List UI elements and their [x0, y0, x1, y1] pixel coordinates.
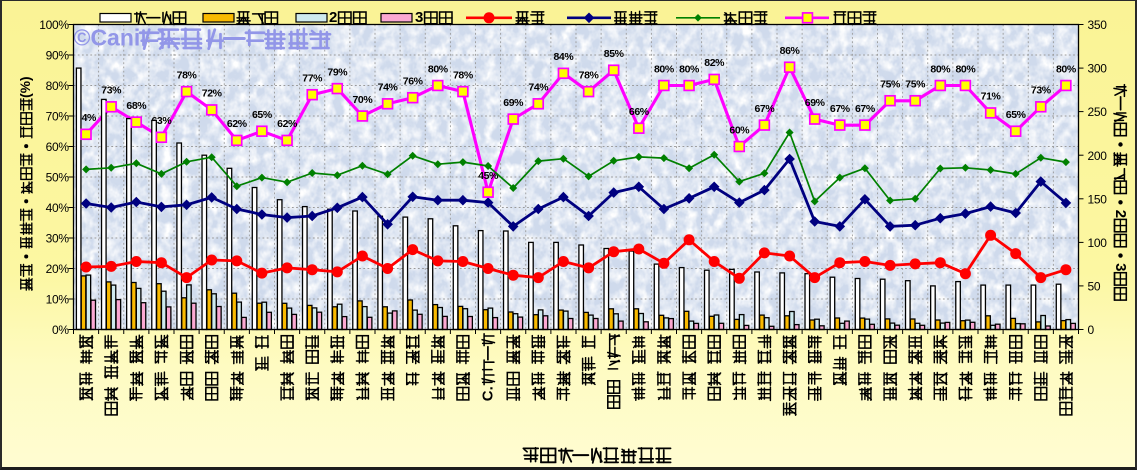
svg-text:73%: 73% [101, 85, 122, 97]
svg-text:72%: 72% [202, 88, 223, 100]
svg-text:74%: 74% [378, 82, 399, 94]
svg-text:71%: 71% [981, 91, 1002, 103]
svg-text:69%: 69% [503, 97, 524, 109]
svg-text:20%: 20% [46, 262, 70, 276]
svg-text:30%: 30% [46, 232, 70, 246]
svg-text:75%: 75% [880, 79, 901, 91]
svg-text:3: 3 [415, 9, 423, 26]
svg-text:67%: 67% [855, 103, 876, 115]
svg-text:73%: 73% [1031, 85, 1052, 97]
svg-text:80%: 80% [679, 63, 700, 75]
svg-text:(%): (%) [18, 76, 33, 97]
svg-text:65%: 65% [1006, 109, 1027, 121]
svg-text:50: 50 [1088, 280, 1101, 294]
svg-text:67%: 67% [830, 103, 851, 115]
svg-text:78%: 78% [579, 69, 600, 81]
svg-text:300: 300 [1088, 62, 1108, 76]
svg-text:350: 350 [1088, 18, 1108, 32]
svg-text:82%: 82% [704, 57, 725, 69]
svg-text:80%: 80% [930, 63, 951, 75]
svg-text:78%: 78% [453, 69, 474, 81]
svg-text:50%: 50% [46, 171, 70, 185]
svg-text:80%: 80% [428, 63, 449, 75]
svg-text:3: 3 [1112, 263, 1129, 271]
svg-text:C.: C. [479, 386, 496, 401]
svg-text:2: 2 [329, 9, 337, 26]
svg-text:69%: 69% [805, 97, 826, 109]
svg-text:77%: 77% [302, 73, 323, 85]
svg-text:90%: 90% [46, 49, 70, 63]
svg-text:66%: 66% [629, 106, 650, 118]
svg-text:80%: 80% [1056, 63, 1077, 75]
svg-text:45%: 45% [478, 170, 499, 182]
svg-text:68%: 68% [126, 100, 147, 112]
svg-text:84%: 84% [553, 51, 574, 63]
svg-text:75%: 75% [905, 79, 926, 91]
svg-text:70%: 70% [352, 94, 373, 106]
svg-text:250: 250 [1088, 105, 1108, 119]
svg-text:65%: 65% [252, 109, 273, 121]
svg-text:100: 100 [1088, 236, 1108, 250]
svg-text:80%: 80% [46, 79, 70, 93]
svg-text:78%: 78% [177, 69, 198, 81]
svg-text:80%: 80% [654, 63, 675, 75]
svg-text:86%: 86% [780, 45, 801, 57]
svg-text:74%: 74% [528, 82, 549, 94]
svg-text:60%: 60% [729, 124, 750, 136]
svg-text:60%: 60% [46, 140, 70, 154]
svg-text:40%: 40% [46, 201, 70, 215]
svg-text:76%: 76% [403, 76, 424, 88]
svg-text:0: 0 [1088, 323, 1095, 337]
svg-text:200: 200 [1088, 149, 1108, 163]
svg-text:80%: 80% [955, 63, 976, 75]
svg-text:70%: 70% [46, 110, 70, 124]
svg-text:85%: 85% [604, 48, 625, 60]
svg-text:10%: 10% [46, 293, 70, 307]
svg-text:150: 150 [1088, 192, 1108, 206]
svg-text:79%: 79% [327, 66, 348, 78]
svg-text:62%: 62% [227, 118, 248, 130]
svg-text:0%: 0% [52, 323, 69, 337]
svg-text:62%: 62% [277, 118, 298, 130]
svg-text:100%: 100% [39, 18, 69, 32]
svg-text:2: 2 [1112, 210, 1129, 218]
svg-text:67%: 67% [754, 103, 775, 115]
svg-text:©Cani: ©Cani [74, 24, 141, 50]
